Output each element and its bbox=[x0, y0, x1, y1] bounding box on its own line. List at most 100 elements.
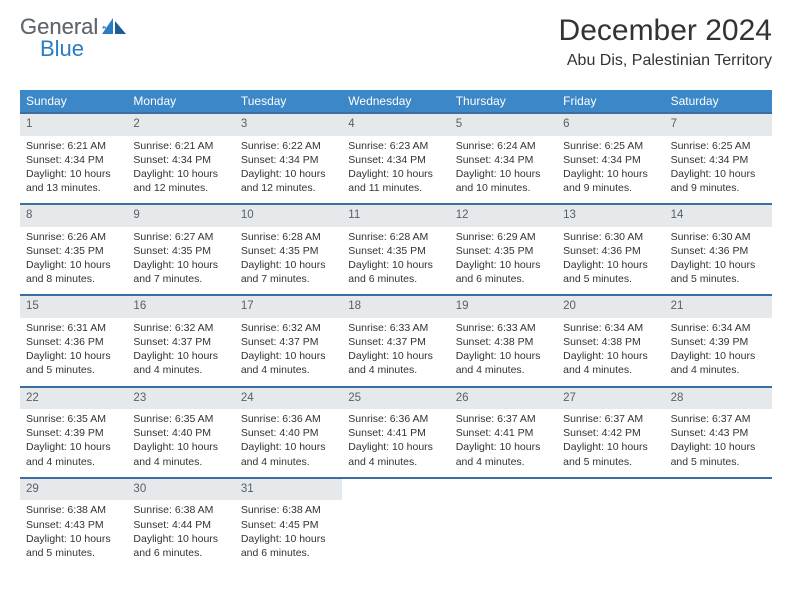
sunrise-text: Sunrise: 6:34 AM bbox=[563, 321, 658, 335]
day-cell: 18Sunrise: 6:33 AMSunset: 4:37 PMDayligh… bbox=[342, 296, 449, 385]
day-cell bbox=[665, 479, 772, 568]
sunrise-text: Sunrise: 6:37 AM bbox=[671, 412, 766, 426]
day-number: 9 bbox=[127, 205, 234, 227]
day-cell: 23Sunrise: 6:35 AMSunset: 4:40 PMDayligh… bbox=[127, 388, 234, 477]
header-right: December 2024 Abu Dis, Palestinian Terri… bbox=[559, 14, 772, 70]
day-cell: 6Sunrise: 6:25 AMSunset: 4:34 PMDaylight… bbox=[557, 114, 664, 203]
daylight-text: Daylight: 10 hours and 4 minutes. bbox=[241, 349, 336, 377]
day-cell: 12Sunrise: 6:29 AMSunset: 4:35 PMDayligh… bbox=[450, 205, 557, 294]
sunset-text: Sunset: 4:35 PM bbox=[348, 244, 443, 258]
day-body: Sunrise: 6:37 AMSunset: 4:43 PMDaylight:… bbox=[665, 409, 772, 477]
day-cell: 4Sunrise: 6:23 AMSunset: 4:34 PMDaylight… bbox=[342, 114, 449, 203]
dayname: Tuesday bbox=[235, 90, 342, 112]
daylight-text: Daylight: 10 hours and 4 minutes. bbox=[456, 349, 551, 377]
day-body: Sunrise: 6:30 AMSunset: 4:36 PMDaylight:… bbox=[557, 227, 664, 295]
daylight-text: Daylight: 10 hours and 7 minutes. bbox=[133, 258, 228, 286]
sunset-text: Sunset: 4:43 PM bbox=[671, 426, 766, 440]
day-body: Sunrise: 6:24 AMSunset: 4:34 PMDaylight:… bbox=[450, 136, 557, 204]
day-cell: 30Sunrise: 6:38 AMSunset: 4:44 PMDayligh… bbox=[127, 479, 234, 568]
sunrise-text: Sunrise: 6:33 AM bbox=[348, 321, 443, 335]
day-number: 29 bbox=[20, 479, 127, 501]
logo-sail-icon-2 bbox=[102, 18, 128, 36]
day-number: 12 bbox=[450, 205, 557, 227]
sunrise-text: Sunrise: 6:23 AM bbox=[348, 139, 443, 153]
sunset-text: Sunset: 4:34 PM bbox=[348, 153, 443, 167]
sunset-text: Sunset: 4:35 PM bbox=[456, 244, 551, 258]
sunset-text: Sunset: 4:43 PM bbox=[26, 518, 121, 532]
day-cell: 3Sunrise: 6:22 AMSunset: 4:34 PMDaylight… bbox=[235, 114, 342, 203]
month-title: December 2024 bbox=[559, 14, 772, 48]
sunrise-text: Sunrise: 6:38 AM bbox=[241, 503, 336, 517]
day-cell: 26Sunrise: 6:37 AMSunset: 4:41 PMDayligh… bbox=[450, 388, 557, 477]
daylight-text: Daylight: 10 hours and 4 minutes. bbox=[133, 349, 228, 377]
day-body: Sunrise: 6:32 AMSunset: 4:37 PMDaylight:… bbox=[127, 318, 234, 386]
daylight-text: Daylight: 10 hours and 5 minutes. bbox=[671, 258, 766, 286]
day-body: Sunrise: 6:36 AMSunset: 4:40 PMDaylight:… bbox=[235, 409, 342, 477]
day-body: Sunrise: 6:27 AMSunset: 4:35 PMDaylight:… bbox=[127, 227, 234, 295]
daylight-text: Daylight: 10 hours and 6 minutes. bbox=[456, 258, 551, 286]
daylight-text: Daylight: 10 hours and 12 minutes. bbox=[241, 167, 336, 195]
day-body: Sunrise: 6:25 AMSunset: 4:34 PMDaylight:… bbox=[665, 136, 772, 204]
day-cell bbox=[450, 479, 557, 568]
sunrise-text: Sunrise: 6:30 AM bbox=[671, 230, 766, 244]
daylight-text: Daylight: 10 hours and 5 minutes. bbox=[563, 258, 658, 286]
day-body: Sunrise: 6:30 AMSunset: 4:36 PMDaylight:… bbox=[665, 227, 772, 295]
sunrise-text: Sunrise: 6:21 AM bbox=[133, 139, 228, 153]
logo-text-blue: Blue bbox=[40, 36, 84, 61]
daylight-text: Daylight: 10 hours and 4 minutes. bbox=[563, 349, 658, 377]
dayname: Monday bbox=[127, 90, 234, 112]
sunset-text: Sunset: 4:34 PM bbox=[563, 153, 658, 167]
day-cell: 20Sunrise: 6:34 AMSunset: 4:38 PMDayligh… bbox=[557, 296, 664, 385]
daylight-text: Daylight: 10 hours and 9 minutes. bbox=[671, 167, 766, 195]
sunrise-text: Sunrise: 6:38 AM bbox=[133, 503, 228, 517]
day-cell: 17Sunrise: 6:32 AMSunset: 4:37 PMDayligh… bbox=[235, 296, 342, 385]
day-number: 21 bbox=[665, 296, 772, 318]
day-body: Sunrise: 6:38 AMSunset: 4:44 PMDaylight:… bbox=[127, 500, 234, 568]
day-number: 27 bbox=[557, 388, 664, 410]
day-cell: 25Sunrise: 6:36 AMSunset: 4:41 PMDayligh… bbox=[342, 388, 449, 477]
week-row: 22Sunrise: 6:35 AMSunset: 4:39 PMDayligh… bbox=[20, 386, 772, 477]
sunrise-text: Sunrise: 6:24 AM bbox=[456, 139, 551, 153]
sunset-text: Sunset: 4:36 PM bbox=[563, 244, 658, 258]
sunset-text: Sunset: 4:40 PM bbox=[133, 426, 228, 440]
sunset-text: Sunset: 4:34 PM bbox=[671, 153, 766, 167]
daylight-text: Daylight: 10 hours and 5 minutes. bbox=[671, 440, 766, 468]
day-body: Sunrise: 6:34 AMSunset: 4:39 PMDaylight:… bbox=[665, 318, 772, 386]
day-cell: 5Sunrise: 6:24 AMSunset: 4:34 PMDaylight… bbox=[450, 114, 557, 203]
day-cell: 31Sunrise: 6:38 AMSunset: 4:45 PMDayligh… bbox=[235, 479, 342, 568]
sunset-text: Sunset: 4:35 PM bbox=[133, 244, 228, 258]
dayname: Sunday bbox=[20, 90, 127, 112]
sunrise-text: Sunrise: 6:36 AM bbox=[348, 412, 443, 426]
day-body: Sunrise: 6:32 AMSunset: 4:37 PMDaylight:… bbox=[235, 318, 342, 386]
sunset-text: Sunset: 4:38 PM bbox=[456, 335, 551, 349]
day-number: 11 bbox=[342, 205, 449, 227]
day-number: 4 bbox=[342, 114, 449, 136]
daylight-text: Daylight: 10 hours and 5 minutes. bbox=[26, 532, 121, 560]
day-cell: 24Sunrise: 6:36 AMSunset: 4:40 PMDayligh… bbox=[235, 388, 342, 477]
sunrise-text: Sunrise: 6:25 AM bbox=[563, 139, 658, 153]
day-body: Sunrise: 6:28 AMSunset: 4:35 PMDaylight:… bbox=[342, 227, 449, 295]
day-cell: 28Sunrise: 6:37 AMSunset: 4:43 PMDayligh… bbox=[665, 388, 772, 477]
day-number: 30 bbox=[127, 479, 234, 501]
daylight-text: Daylight: 10 hours and 4 minutes. bbox=[671, 349, 766, 377]
sunset-text: Sunset: 4:34 PM bbox=[241, 153, 336, 167]
sunset-text: Sunset: 4:41 PM bbox=[348, 426, 443, 440]
sunrise-text: Sunrise: 6:28 AM bbox=[241, 230, 336, 244]
day-number: 17 bbox=[235, 296, 342, 318]
day-number: 15 bbox=[20, 296, 127, 318]
daylight-text: Daylight: 10 hours and 6 minutes. bbox=[241, 532, 336, 560]
sunset-text: Sunset: 4:37 PM bbox=[133, 335, 228, 349]
day-body: Sunrise: 6:21 AMSunset: 4:34 PMDaylight:… bbox=[127, 136, 234, 204]
day-number: 7 bbox=[665, 114, 772, 136]
sunset-text: Sunset: 4:42 PM bbox=[563, 426, 658, 440]
daylight-text: Daylight: 10 hours and 4 minutes. bbox=[26, 440, 121, 468]
dayname: Friday bbox=[557, 90, 664, 112]
day-body: Sunrise: 6:33 AMSunset: 4:37 PMDaylight:… bbox=[342, 318, 449, 386]
sunset-text: Sunset: 4:37 PM bbox=[348, 335, 443, 349]
dayname: Wednesday bbox=[342, 90, 449, 112]
day-body: Sunrise: 6:37 AMSunset: 4:42 PMDaylight:… bbox=[557, 409, 664, 477]
day-body: Sunrise: 6:33 AMSunset: 4:38 PMDaylight:… bbox=[450, 318, 557, 386]
day-number: 13 bbox=[557, 205, 664, 227]
sunrise-text: Sunrise: 6:32 AM bbox=[133, 321, 228, 335]
day-cell bbox=[557, 479, 664, 568]
